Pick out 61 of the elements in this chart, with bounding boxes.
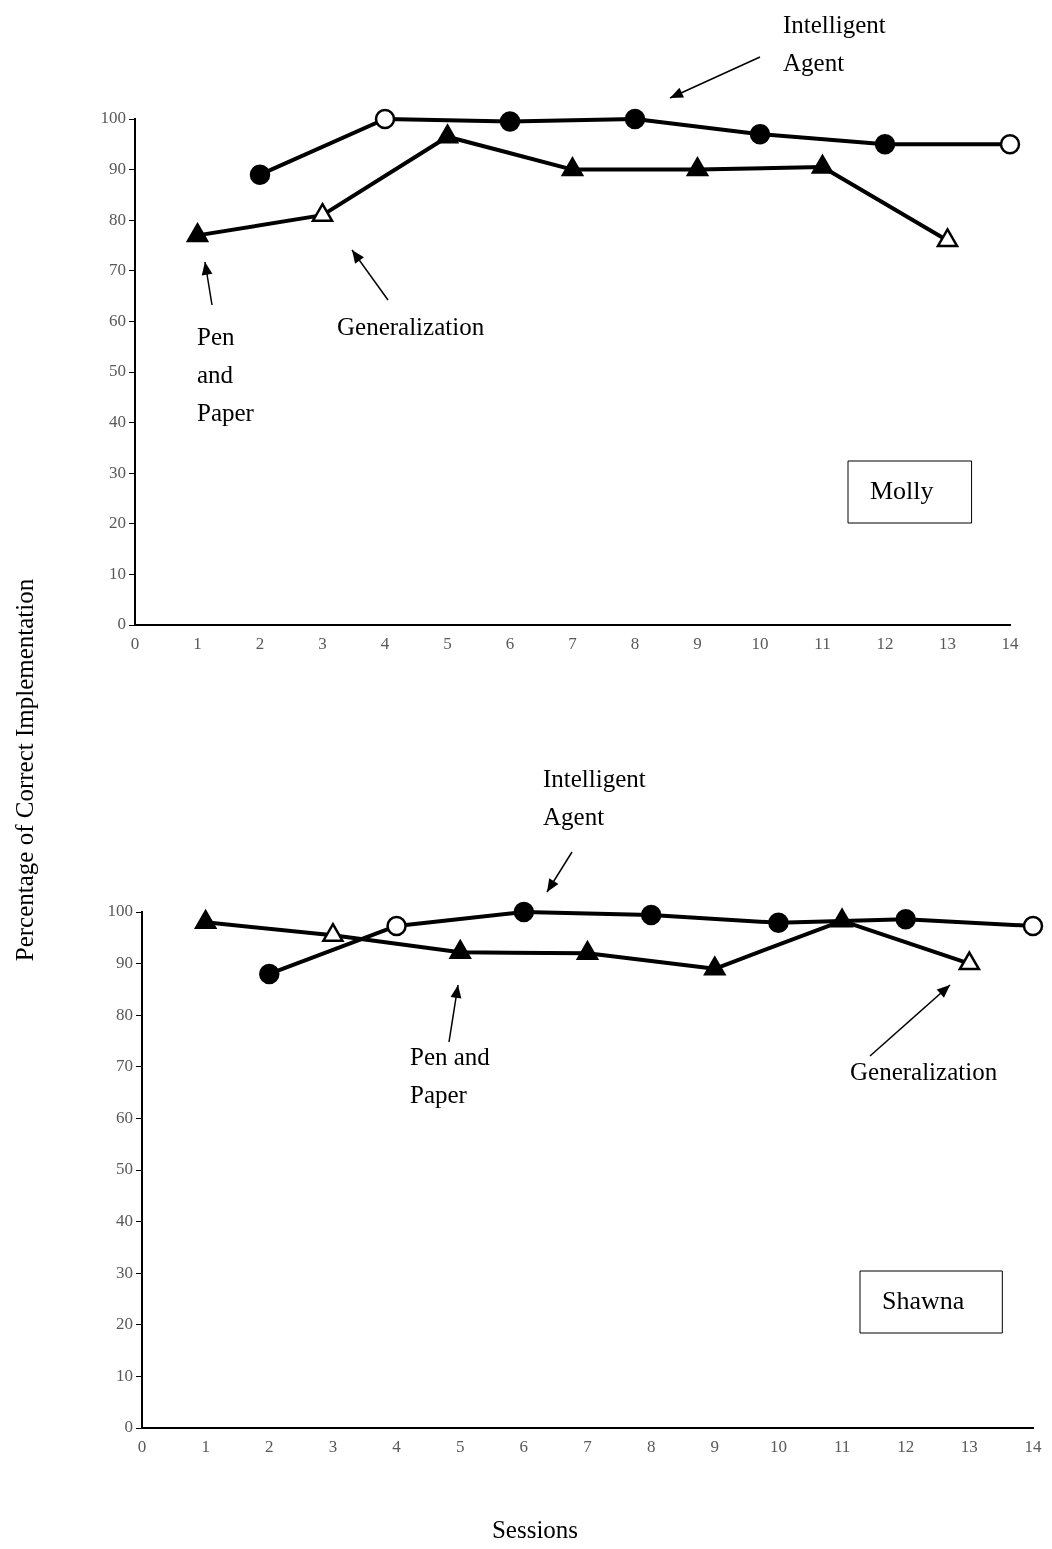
x-tick-label: 10	[769, 1436, 787, 1456]
y-tick-label: 80	[116, 1004, 133, 1024]
x-tick-label: 5	[443, 633, 452, 653]
x-tick-label: 12	[897, 1436, 915, 1456]
text: Molly	[870, 475, 934, 505]
y-tick-label: 0	[117, 614, 126, 634]
y-tick-label: 50	[116, 1159, 133, 1179]
annotation: Pen and Paper	[197, 323, 255, 427]
y-tick-label: 90	[109, 159, 126, 179]
y-tick-label: 70	[116, 1056, 133, 1076]
x-tick-label: 2	[265, 1436, 274, 1456]
x-tick-label: 13	[960, 1436, 978, 1456]
annotation: Generalization	[850, 1058, 998, 1086]
x-tick-label: 4	[380, 633, 390, 653]
y-tick-label: 50	[109, 361, 126, 381]
x-tick-label: 3	[328, 1436, 338, 1456]
y-tick-label: 20	[116, 1314, 133, 1334]
y-tick-label: 80	[109, 209, 126, 229]
y-tick-label: 100	[107, 901, 133, 921]
annotation: Pen and Paper	[410, 1043, 491, 1109]
annotation: Generalization	[337, 313, 485, 341]
y-tick-label: 30	[109, 462, 126, 482]
x-tick-label: 1	[193, 633, 202, 653]
x-tick-label: 14	[1024, 1436, 1042, 1456]
x-tick-label: 6	[505, 633, 515, 653]
text: Intelligent Agent	[543, 765, 646, 831]
y-axis-title: Percentage of Correct Implementation	[11, 578, 39, 962]
y-tick-label: 10	[109, 563, 126, 583]
x-tick-label: 0	[137, 1436, 147, 1456]
x-tick-label: 9	[693, 633, 702, 653]
x-tick-label: 9	[710, 1436, 720, 1456]
x-tick-label: 7	[568, 633, 578, 653]
x-tick-label: 3	[318, 633, 327, 653]
x-tick-label: 11	[833, 1436, 851, 1456]
x-tick-label: 7	[583, 1436, 593, 1456]
x-tick-label: 12	[876, 633, 894, 653]
y-tick-label: 60	[116, 1107, 133, 1127]
y-tick-label: 30	[116, 1262, 133, 1282]
y-tick-label: 20	[109, 513, 126, 533]
y-tick-label: 70	[109, 260, 126, 280]
y-tick-label: 10	[116, 1365, 133, 1385]
y-tick-label: 0	[124, 1417, 133, 1437]
x-tick-label: 13	[939, 633, 956, 653]
x-tick-label: 4	[392, 1436, 402, 1456]
x-tick-label: 6	[519, 1436, 529, 1456]
text: Intelligent Agent	[783, 11, 886, 77]
x-tick-label: 11	[814, 633, 831, 653]
x-tick-label: 1	[201, 1436, 210, 1456]
x-tick-label: 14	[1001, 633, 1019, 653]
y-tick-label: 60	[109, 310, 126, 330]
x-tick-label: 8	[646, 1436, 656, 1456]
x-tick-label: 8	[630, 633, 640, 653]
text: Shawna	[882, 1285, 965, 1315]
y-tick-label: 100	[100, 108, 126, 128]
x-tick-label: 5	[455, 1436, 465, 1456]
x-axis-title: Sessions	[491, 1516, 579, 1544]
x-tick-label: 10	[751, 633, 769, 653]
y-tick-label: 40	[116, 1211, 133, 1231]
y-tick-label: 90	[116, 953, 133, 973]
x-tick-label: 2	[255, 633, 265, 653]
y-tick-label: 40	[109, 412, 126, 432]
